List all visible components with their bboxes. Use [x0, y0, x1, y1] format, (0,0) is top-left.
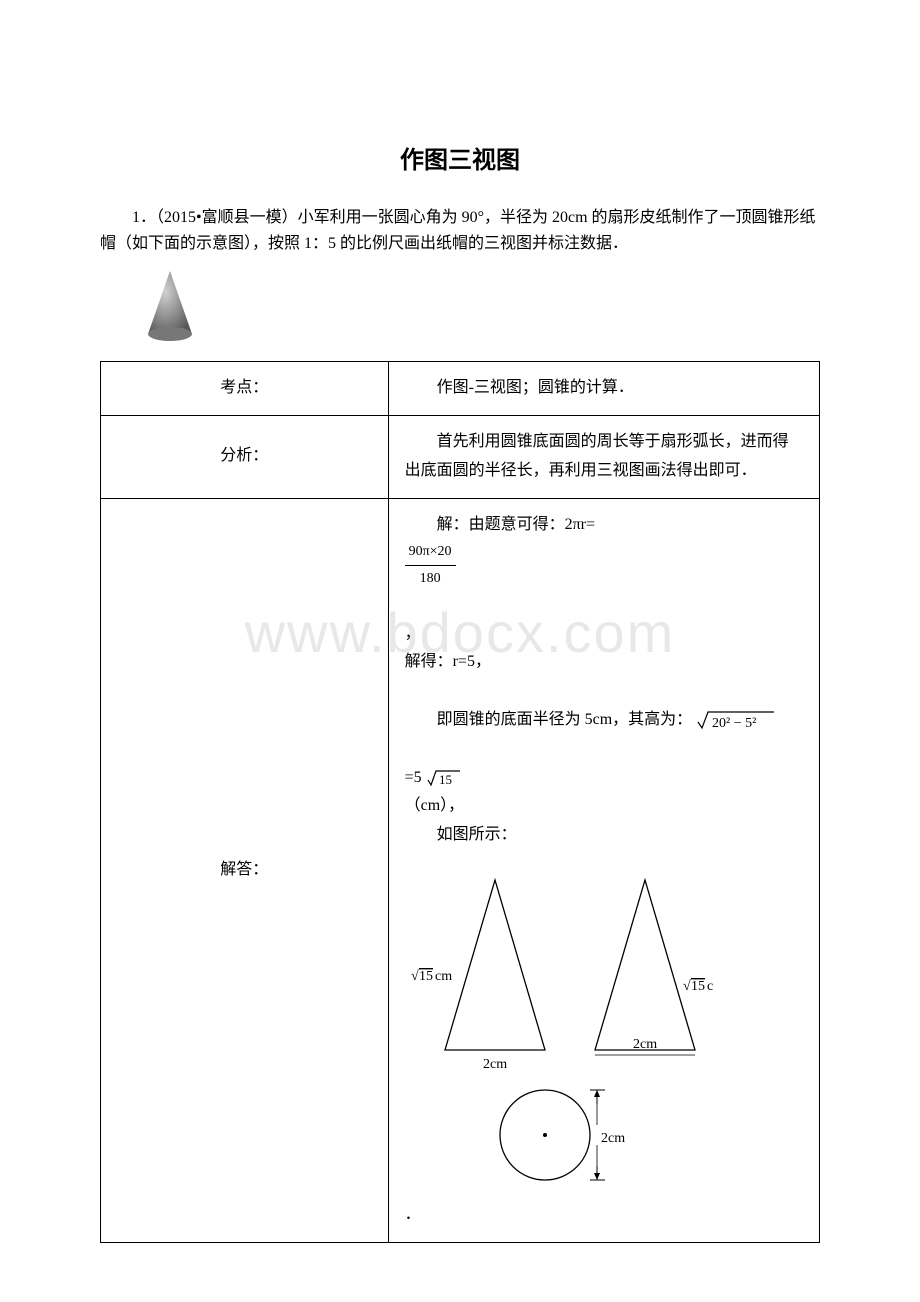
table-row: 考点： 作图-三视图；圆锥的计算． — [101, 362, 820, 416]
side-view: √ 15 c 2cm — [595, 880, 713, 1055]
sol-text-4: 即圆锥的底面半径为 5cm，其高为： — [437, 711, 693, 728]
solution-line1: 解：由题意可得：2πr= — [405, 511, 803, 540]
three-view-diagram: √ 15 cm 2cm √ 15 c 2cm — [405, 860, 803, 1201]
svg-text:2cm: 2cm — [633, 1037, 657, 1052]
top-view: 2cm — [500, 1090, 625, 1180]
kaodian-text: 作图-三视图；圆锥的计算． — [405, 374, 803, 403]
sqrt-15-icon: 15 — [426, 768, 462, 788]
sol-line4-wrap: 即圆锥的底面半径为 5cm，其高为： 20² − 5² — [405, 706, 803, 735]
sol-text-2: ， — [405, 625, 421, 642]
frac-denominator: 180 — [405, 566, 456, 591]
frac-numerator: 90π×20 — [405, 539, 456, 565]
page-title: 作图三视图 — [100, 140, 820, 175]
row-content-jieda: 解：由题意可得：2πr= 90π×20 180 ， 解得：r=5， 即圆锥的底面… — [388, 498, 819, 1242]
svg-text:√: √ — [683, 979, 691, 994]
sol-text-1: 解：由题意可得：2πr= — [437, 516, 595, 533]
svg-text:15: 15 — [419, 969, 433, 984]
row-label-kaodian: 考点： — [101, 362, 389, 416]
table-row: 解答： 解：由题意可得：2πr= 90π×20 180 ， 解得：r=5， 即圆… — [101, 498, 820, 1242]
svg-text:15: 15 — [439, 772, 452, 787]
fraction: 90π×20 180 — [405, 539, 456, 590]
svg-text:2cm: 2cm — [483, 1057, 507, 1072]
front-view: √ 15 cm 2cm — [411, 880, 545, 1072]
sqrt-expr-icon: 20² − 5² — [696, 708, 776, 732]
solution-table: 考点： 作图-三视图；圆锥的计算． 分析： 首先利用圆锥底面圆的周长等于扇形弧长… — [100, 361, 820, 1242]
row-content-kaodian: 作图-三视图；圆锥的计算． — [388, 362, 819, 416]
row-content-fenxi: 首先利用圆锥底面圆的周长等于扇形弧长，进而得出底面圆的半径长，再利用三视图画法得… — [388, 415, 819, 498]
table-row: 分析： 首先利用圆锥底面圆的周长等于扇形弧长，进而得出底面圆的半径长，再利用三视… — [101, 415, 820, 498]
sol-text-7: 如图所示： — [405, 821, 803, 850]
svg-text:15: 15 — [691, 979, 705, 994]
cone-illustration — [140, 266, 820, 351]
svg-text:20² − 5²: 20² − 5² — [712, 716, 756, 731]
fenxi-text: 首先利用圆锥底面圆的周长等于扇形弧长，进而得出底面圆的半径长，再利用三视图画法得… — [405, 428, 803, 486]
problem-statement: 1．（2015•富顺县一模）小军利用一张圆心角为 90°，半径为 20cm 的扇… — [100, 205, 820, 256]
row-label-fenxi: 分析： — [101, 415, 389, 498]
svg-text:cm: cm — [435, 969, 452, 984]
sol-text-6: （cm）， — [405, 797, 465, 814]
svg-text:√: √ — [411, 969, 419, 984]
svg-text:c: c — [707, 979, 713, 994]
sol-text-5: =5 — [405, 769, 422, 786]
sol-period: ． — [405, 1206, 421, 1223]
svg-text:2cm: 2cm — [601, 1131, 625, 1146]
row-label-jieda: 解答： — [101, 498, 389, 1242]
sol-text-3: 解得：r=5， — [405, 653, 491, 670]
